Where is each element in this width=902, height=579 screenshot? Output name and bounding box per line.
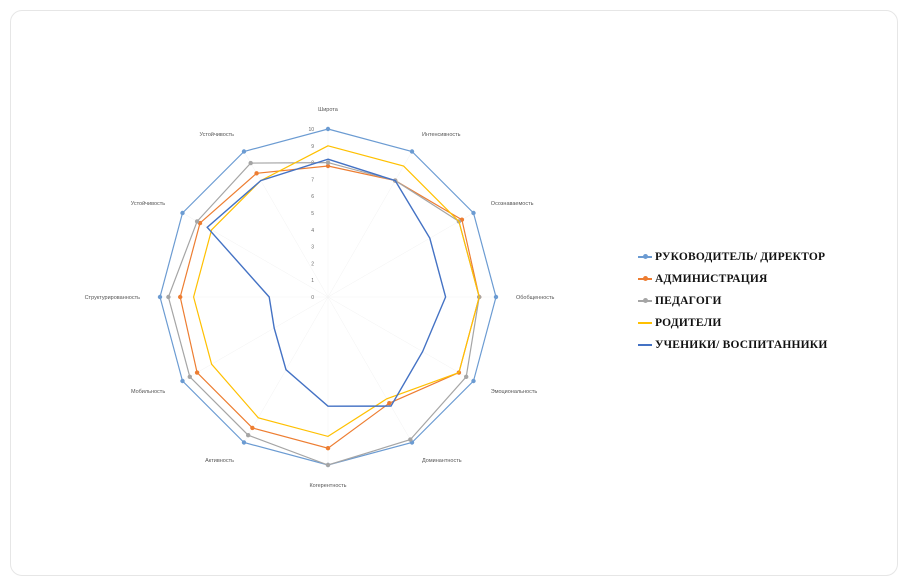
legend-item: АДМИНИСТРАЦИЯ <box>638 268 827 290</box>
tick-label: 2 <box>311 261 314 267</box>
series-line <box>192 145 480 438</box>
data-point <box>408 437 413 442</box>
category-label: Когерентность <box>309 483 346 489</box>
data-point <box>180 378 185 384</box>
category-label: Структурированность <box>85 295 141 301</box>
category-label: Осознаваемость <box>491 201 534 207</box>
data-point <box>471 210 476 216</box>
data-point <box>471 378 476 384</box>
tick-label: 10 <box>308 127 314 133</box>
data-point <box>166 294 171 300</box>
tick-label: 9 <box>311 144 314 150</box>
axis-spoke <box>327 151 413 298</box>
data-point <box>178 294 183 300</box>
legend-label: АДМИНИСТРАЦИЯ <box>655 273 768 285</box>
data-point <box>157 294 163 300</box>
category-label: Интенсивность <box>422 132 461 138</box>
legend-swatch-icon <box>638 339 652 351</box>
data-point <box>248 160 253 166</box>
data-point <box>246 433 251 438</box>
data-point <box>409 149 415 154</box>
tick-label: 0 <box>311 295 314 301</box>
chart-frame <box>10 10 898 576</box>
legend-item: ПЕДАГОГИ <box>638 290 827 312</box>
category-label: Доминантность <box>422 458 462 464</box>
axis-spoke <box>327 296 474 382</box>
tick-label: 7 <box>311 177 314 183</box>
tick-label: 4 <box>311 228 314 234</box>
category-label: Обобщенность <box>516 295 555 301</box>
axis-spoke <box>243 151 329 298</box>
category-label: Эмоциональность <box>491 389 538 395</box>
data-point <box>250 425 255 431</box>
data-point <box>325 446 331 451</box>
category-label: Мобильность <box>131 389 165 395</box>
data-point <box>194 219 200 224</box>
legend-swatch-icon <box>638 295 652 307</box>
data-point <box>493 294 499 300</box>
legend-item: РОДИТЕЛИ <box>638 312 827 334</box>
data-point <box>241 149 247 154</box>
data-point <box>194 370 200 375</box>
data-point <box>180 210 185 216</box>
legend-swatch-icon <box>638 251 652 263</box>
tick-label: 3 <box>311 245 314 251</box>
chart-legend: РУКОВОДИТЕЛЬ/ ДИРЕКТОР АДМИНИСТРАЦИЯ ПЕДАГ… <box>638 246 827 356</box>
category-label: Устойчивость <box>131 200 166 207</box>
data-point <box>325 126 331 132</box>
category-label: Активность <box>205 458 234 464</box>
series-layer <box>157 126 499 468</box>
axis-labels: Широта Интенсивность Осознаваемость Обобщен… <box>85 107 555 489</box>
legend-swatch-icon <box>638 317 652 329</box>
data-point <box>241 440 247 445</box>
legend-label: ПЕДАГОГИ <box>655 295 722 307</box>
category-label: Широта <box>318 107 339 113</box>
series-line <box>167 161 480 466</box>
axis-spoke <box>182 296 329 382</box>
legend-label: РОДИТЕЛИ <box>655 317 722 329</box>
legend-swatch-icon <box>638 273 652 285</box>
data-point <box>387 401 392 406</box>
axis-spoke <box>327 212 474 298</box>
data-point <box>325 163 331 169</box>
axis-spoke <box>327 296 413 443</box>
category-label: Устойчивость <box>200 131 235 138</box>
data-point <box>325 160 331 165</box>
legend-label: УЧЕНИКИ/ ВОСПИТАННИКИ <box>655 339 828 351</box>
legend-item: УЧЕНИКИ/ ВОСПИТАННИКИ <box>638 334 827 356</box>
legend-item: РУКОВОДИТЕЛЬ/ ДИРЕКТОР <box>638 246 827 268</box>
data-point <box>254 171 259 176</box>
legend-label: РУКОВОДИТЕЛЬ/ ДИРЕКТОР <box>655 251 826 263</box>
tick-label: 6 <box>311 194 314 200</box>
tick-label: 1 <box>311 278 314 284</box>
data-point <box>325 462 331 468</box>
tick-label: 5 <box>311 211 314 217</box>
series-line <box>206 158 447 407</box>
data-point <box>464 374 469 379</box>
data-point <box>187 374 192 379</box>
